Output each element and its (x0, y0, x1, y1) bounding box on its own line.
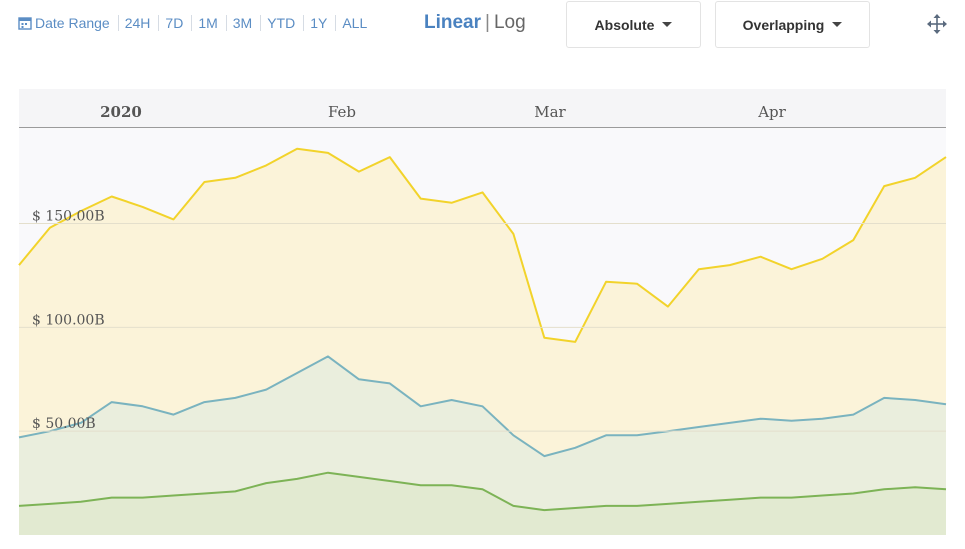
x-tick-label: 2020 (100, 103, 142, 121)
series-0-line (18, 147, 947, 343)
range-divider (158, 15, 160, 31)
chart-header-band (19, 89, 946, 128)
y-tick-label: $ 50.00B (32, 416, 96, 432)
range-24h-button[interactable]: 24H (124, 15, 151, 31)
range-divider (260, 15, 262, 31)
gridlines (19, 223, 946, 432)
caret-down-icon (832, 22, 843, 27)
x-tick-label: Apr (757, 103, 786, 121)
range-divider (191, 15, 193, 31)
series-areas (18, 147, 947, 536)
move-arrows-icon[interactable] (927, 14, 947, 34)
range-divider (225, 15, 227, 31)
range-divider (303, 15, 305, 31)
scale-log-button[interactable]: Log (493, 12, 526, 33)
scale-toggle: Linear | Log (424, 12, 526, 34)
layout-dropdown-label: Overlapping (742, 16, 825, 33)
layout-dropdown[interactable]: Overlapping (715, 1, 870, 48)
y-tick-label: $ 100.00B (32, 312, 105, 328)
date-range-label[interactable]: Date Range (35, 15, 110, 31)
caret-down-icon (662, 22, 673, 27)
scale-linear-button[interactable]: Linear (424, 12, 482, 33)
date-range-bar: Date Range 24H 7D 1M 3M YTD 1Y ALL (18, 15, 373, 31)
range-3m-button[interactable]: 3M (232, 15, 253, 31)
calendar-icon[interactable] (18, 16, 32, 30)
range-all-button[interactable]: ALL (342, 15, 368, 31)
range-1y-button[interactable]: 1Y (310, 15, 328, 31)
x-axis-ticks: 2020 Feb Mar Apr (100, 103, 787, 121)
y-tick-label: $ 150.00B (32, 209, 105, 225)
y-axis-ticks: $ 150.00B $ 100.00B $ 50.00B (32, 209, 105, 433)
series-2-line (18, 471, 947, 512)
range-ytd-button[interactable]: YTD (267, 15, 296, 31)
range-divider (117, 15, 119, 31)
mode-dropdown[interactable]: Absolute (566, 1, 701, 48)
range-7d-button[interactable]: 7D (165, 15, 184, 31)
range-1m-button[interactable]: 1M (198, 15, 218, 31)
series-1-line (18, 355, 947, 458)
scale-divider: | (485, 12, 490, 33)
x-tick-label: Feb (328, 103, 356, 121)
toolbar: Date Range 24H 7D 1M 3M YTD 1Y ALL Linea… (0, 0, 965, 60)
range-divider (335, 15, 337, 31)
mode-dropdown-label: Absolute (594, 16, 655, 33)
x-tick-label: Mar (534, 103, 566, 121)
